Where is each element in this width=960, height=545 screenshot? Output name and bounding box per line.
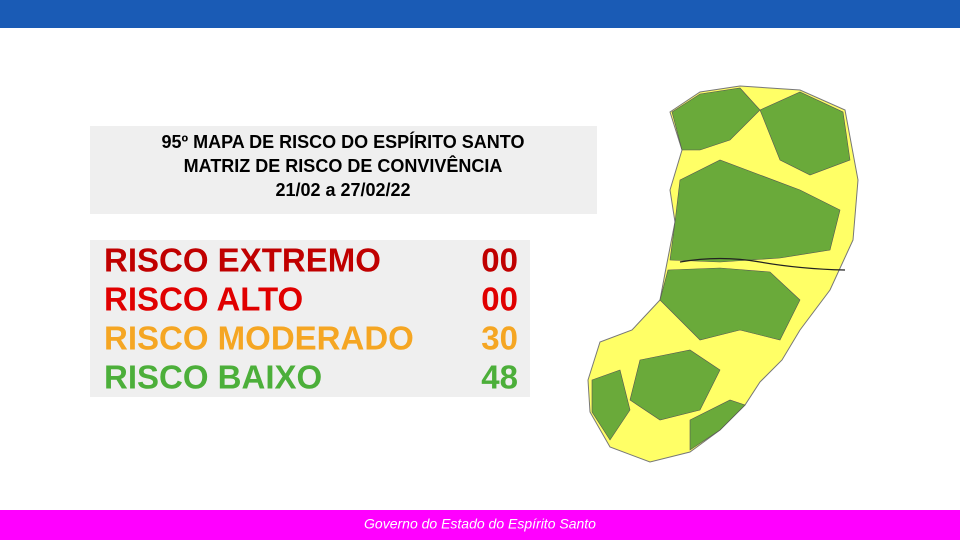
map-region: [629, 349, 721, 421]
risk-rows: RISCO EXTREMO 00 RISCO ALTO 00 RISCO MODERAD…: [104, 242, 518, 396]
risk-count: 00: [481, 281, 518, 318]
map-region: [591, 369, 631, 441]
risk-label: RISCO ALTO: [104, 281, 303, 318]
risk-count: 48: [481, 359, 518, 396]
risk-count: 00: [481, 242, 518, 279]
title-line: MATRIZ DE RISCO DE CONVIVÊNCIA: [184, 155, 503, 176]
map: [587, 85, 859, 463]
title-box: [90, 126, 597, 214]
footer-text: Governo do Estado do Espírito Santo: [364, 516, 596, 532]
risk-label: RISCO BAIXO: [104, 359, 322, 396]
top-bar: [0, 0, 960, 28]
risk-label: RISCO EXTREMO: [104, 242, 381, 279]
title-line: 95º MAPA DE RISCO DO ESPÍRITO SANTO: [162, 131, 525, 152]
risk-label: RISCO MODERADO: [104, 320, 414, 357]
footer-bar: [0, 510, 960, 540]
map-region: [689, 399, 746, 451]
risk-box: [90, 240, 530, 397]
map-river: [679, 257, 846, 271]
map-region: [659, 267, 801, 341]
map-region: [671, 87, 761, 151]
map-region: [759, 91, 851, 176]
risk-count: 30: [481, 320, 518, 357]
map-region: [669, 159, 841, 263]
title-line: 21/02 a 27/02/22: [275, 180, 410, 200]
